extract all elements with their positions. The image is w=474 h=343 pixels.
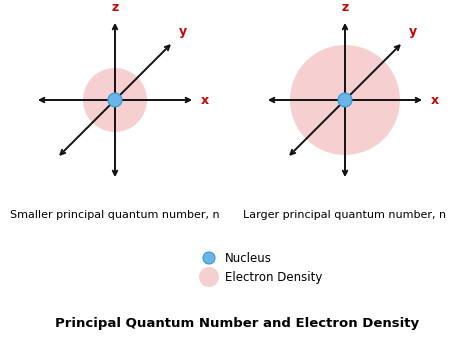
Text: x: x [431,94,439,106]
Text: y: y [179,25,187,38]
Text: Principal Quantum Number and Electron Density: Principal Quantum Number and Electron De… [55,317,419,330]
Circle shape [108,93,122,107]
Text: y: y [409,25,417,38]
Text: Nucleus: Nucleus [225,251,272,264]
Circle shape [290,45,400,155]
Text: Electron Density: Electron Density [225,271,322,284]
Circle shape [338,93,352,107]
Text: z: z [341,1,348,14]
Circle shape [199,267,219,287]
Circle shape [83,68,147,132]
Text: Larger principal quantum number, n: Larger principal quantum number, n [244,210,447,220]
Circle shape [203,252,215,264]
Text: z: z [111,1,118,14]
Text: Smaller principal quantum number, n: Smaller principal quantum number, n [10,210,220,220]
Text: x: x [201,94,209,106]
